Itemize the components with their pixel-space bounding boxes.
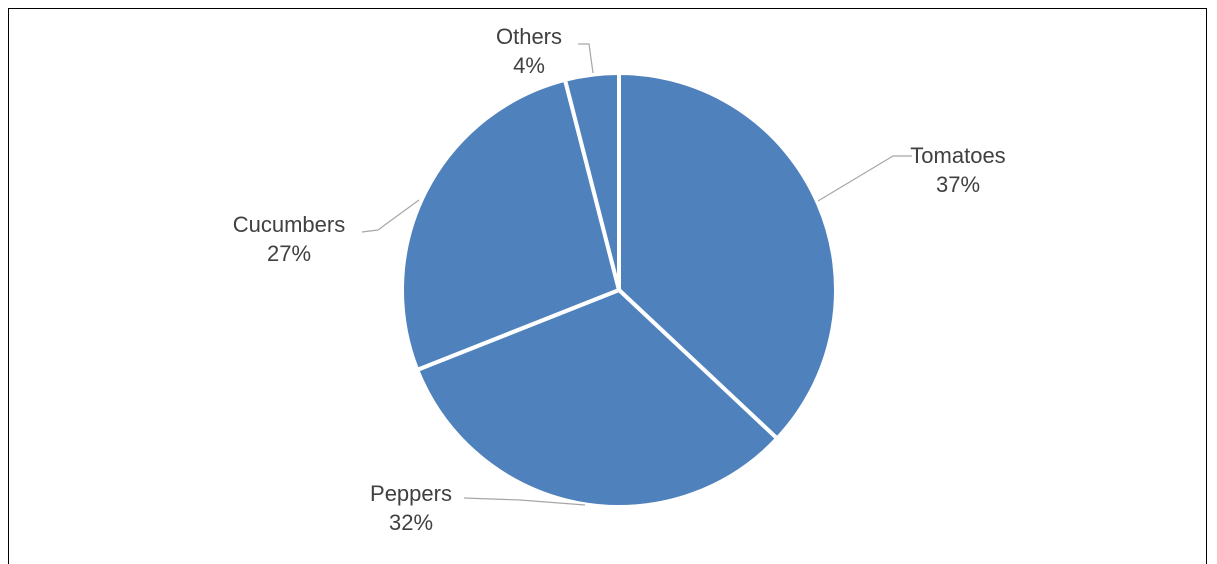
label-cucumbers-value: 27%	[267, 241, 311, 266]
label-tomatoes-value: 37%	[936, 172, 980, 197]
label-others-value: 4%	[513, 53, 545, 78]
pie-slice-peppers	[415, 288, 780, 509]
pie-slices	[400, 71, 838, 509]
leader-lines	[361, 43, 912, 506]
leader-line-tomatoes	[817, 155, 912, 202]
leader-line-cucumbers	[361, 199, 420, 233]
label-tomatoes-name: Tomatoes	[910, 143, 1005, 168]
pie-slice-cucumbers	[400, 77, 621, 372]
pie-slice-others	[563, 71, 621, 292]
data-labels: Tomatoes 37% Peppers 32% Cucumbers 27% O…	[233, 24, 1006, 535]
leader-line-others	[578, 43, 594, 74]
label-cucumbers-name: Cucumbers	[233, 212, 345, 237]
label-peppers-value: 32%	[389, 510, 433, 535]
label-others-name: Others	[496, 24, 562, 49]
leader-line-peppers	[463, 497, 586, 506]
pie-slice-tomatoes	[617, 71, 838, 441]
label-peppers-name: Peppers	[370, 481, 452, 506]
